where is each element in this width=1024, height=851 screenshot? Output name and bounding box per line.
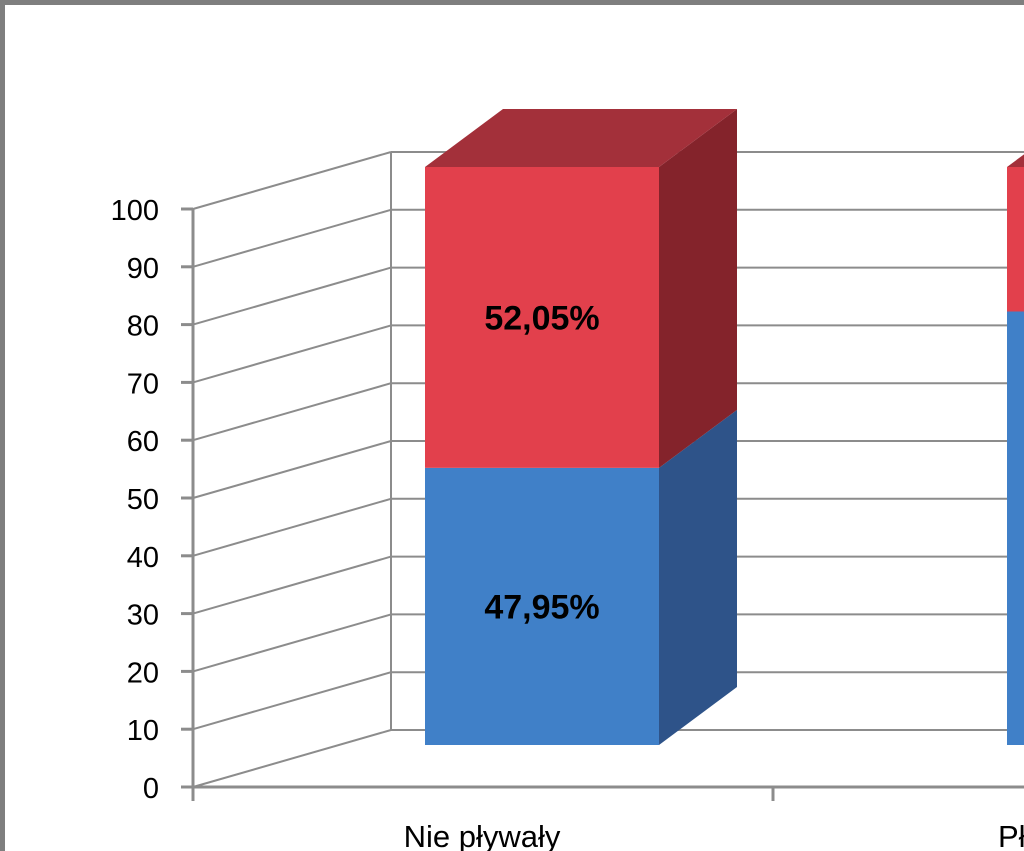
wall-gridline-50 xyxy=(192,440,392,499)
y-tick-label-70: 70 xyxy=(127,368,159,400)
data-label-blue-0: 47,95% xyxy=(484,588,599,626)
wall-gridline-90 xyxy=(192,208,392,268)
data-label-red-0: 52,05% xyxy=(484,299,599,337)
bar-segment-side-red-0 xyxy=(659,109,737,468)
wall-gridline-40 xyxy=(192,497,392,557)
y-tick-label-10: 10 xyxy=(127,715,159,747)
bar-segment-front-red-1 xyxy=(1007,167,1024,312)
bar-segment-front-blue-1 xyxy=(1007,311,1024,745)
y-tick-label-40: 40 xyxy=(127,542,159,574)
bar-segment-top-red-0 xyxy=(425,109,737,167)
wall-gridline-100 xyxy=(192,151,392,210)
y-tick-label-50: 50 xyxy=(127,484,159,516)
bar-segment-top-red-1 xyxy=(1007,154,1024,167)
wall-gridline-20 xyxy=(192,613,392,673)
y-tick-label-0: 0 xyxy=(143,773,159,805)
y-tick-label-30: 30 xyxy=(127,600,159,632)
x-category-label-1: Pł xyxy=(998,819,1024,851)
y-tick-label-20: 20 xyxy=(127,657,159,689)
y-tick-label-80: 80 xyxy=(127,311,159,343)
y-tick-label-90: 90 xyxy=(127,253,159,285)
bar-segment-side-blue-0 xyxy=(659,409,737,745)
y-tick-label-60: 60 xyxy=(127,426,159,458)
stacked-3d-bar-chart: 0 10 20 30 40 50 60 70 80 90 100 47,95% 52,05% Nie pł… xyxy=(111,109,1024,851)
wall-gridline-60 xyxy=(192,382,392,442)
wall-gridline-80 xyxy=(192,266,392,326)
wall-gridline-30 xyxy=(192,555,392,615)
bar-segment-front-blue-0 xyxy=(425,467,659,745)
wall-gridline-70 xyxy=(192,324,392,384)
x-category-label-0: Nie pływały xyxy=(404,819,561,851)
wall-gridline-10 xyxy=(192,671,392,731)
y-tick-label-100: 100 xyxy=(111,195,159,227)
bar-segment-front-red-0 xyxy=(425,167,659,468)
wall-gridline-0 xyxy=(192,729,392,788)
